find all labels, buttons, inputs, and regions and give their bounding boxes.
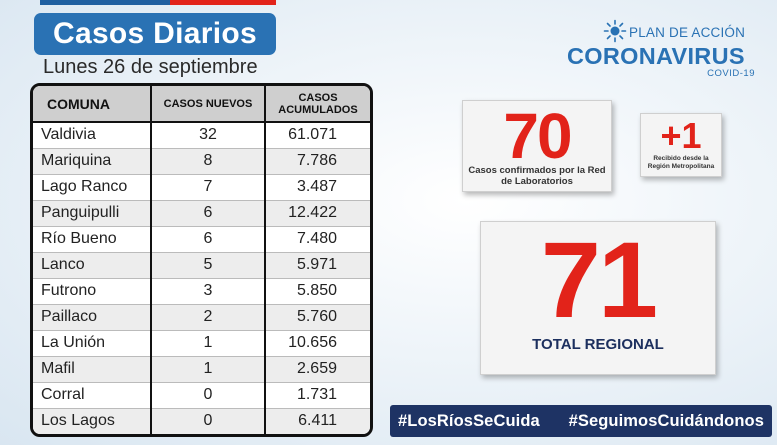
cell-cumulative: 7.786 — [265, 148, 370, 175]
top-stripe — [40, 0, 276, 5]
total-regional-count: 71 — [540, 219, 658, 340]
cell-comuna: Lanco — [33, 252, 152, 279]
table-row: Lago Ranco 7 3.487 — [33, 174, 370, 201]
metro-cases-card: +1 Recibido desde la Región Metropolitan… — [640, 113, 722, 177]
cell-new-cases: 6 — [151, 226, 266, 253]
cell-new-cases: 3 — [151, 278, 266, 305]
logo-plan-text: PLAN DE ACCIÓN — [629, 25, 746, 40]
cell-comuna: Corral — [33, 382, 152, 409]
lab-cases-label: Casos confirmados por la Red de Laborato… — [468, 165, 606, 187]
cell-comuna: Valdivia — [33, 122, 152, 149]
table-row: Valdivia 32 61.071 — [33, 122, 370, 149]
cell-cumulative: 5.971 — [265, 252, 370, 279]
table-row: Mafil 1 2.659 — [33, 356, 370, 383]
metro-cases-count: +1 — [660, 115, 702, 156]
table-row: Lanco 5 5.971 — [33, 252, 370, 279]
cell-new-cases: 2 — [151, 304, 266, 331]
cell-new-cases: 7 — [151, 174, 266, 201]
table-row: Mariquina 8 7.786 — [33, 148, 370, 175]
lab-cases-card: 70 Casos confirmados por la Red de Labor… — [462, 100, 612, 192]
page-title: Casos Diarios — [53, 17, 257, 50]
cell-cumulative: 12.422 — [265, 200, 370, 227]
cell-cumulative: 1.731 — [265, 382, 370, 409]
cell-cumulative: 5.760 — [265, 304, 370, 331]
cell-new-cases: 8 — [151, 148, 266, 175]
hashtag-seguimos: #SeguimosCuidándonos — [568, 411, 764, 430]
cell-comuna: Paillaco — [33, 304, 152, 331]
cell-new-cases: 0 — [151, 382, 266, 409]
cell-comuna: Los Lagos — [33, 408, 152, 434]
table-row: Los Lagos 0 6.411 — [33, 408, 370, 434]
coronavirus-plan-logo: PLAN DE ACCIÓN CORONAVIRUS COVID-19 — [567, 19, 759, 81]
title-banner: Casos Diarios — [34, 13, 276, 55]
cell-comuna: Lago Ranco — [33, 174, 152, 201]
metro-cases-label: Recibido desde la Región Metropolitana — [647, 155, 715, 170]
lab-cases-count: 70 — [503, 100, 572, 172]
government-emblem-icon — [603, 19, 627, 43]
hashtag-losrios: #LosRíosSeCuida — [398, 411, 540, 430]
cell-cumulative: 7.480 — [265, 226, 370, 253]
column-header-new-cases: CASOS NUEVOS — [151, 86, 266, 123]
cell-comuna: Río Bueno — [33, 226, 152, 253]
cell-comuna: Panguipulli — [33, 200, 152, 227]
total-regional-label: TOTAL REGIONAL — [532, 336, 664, 353]
cell-comuna: Mafil — [33, 356, 152, 383]
cell-cumulative: 2.659 — [265, 356, 370, 383]
cell-new-cases: 32 — [151, 122, 266, 149]
cell-cumulative: 3.487 — [265, 174, 370, 201]
table-row: La Unión 1 10.656 — [33, 330, 370, 357]
table-row: Corral 0 1.731 — [33, 382, 370, 409]
column-header-comuna: COMUNA — [33, 86, 152, 123]
column-header-cumulative: CASOS ACUMULADOS — [265, 86, 370, 123]
logo-covid-text: COVID-19 — [707, 68, 755, 79]
cell-comuna: Futrono — [33, 278, 152, 305]
table-row: Panguipulli 6 12.422 — [33, 200, 370, 227]
cell-new-cases: 0 — [151, 408, 266, 434]
date-label: Lunes 26 de septiembre — [43, 56, 258, 78]
cell-cumulative: 5.850 — [265, 278, 370, 305]
cell-new-cases: 5 — [151, 252, 266, 279]
cell-comuna: La Unión — [33, 330, 152, 357]
cell-new-cases: 6 — [151, 200, 266, 227]
table-row: Futrono 3 5.850 — [33, 278, 370, 305]
logo-coronavirus-text: CORONAVIRUS — [567, 43, 745, 69]
cell-new-cases: 1 — [151, 330, 266, 357]
total-regional-card: 71 TOTAL REGIONAL — [480, 221, 716, 375]
cell-cumulative: 6.411 — [298, 412, 337, 430]
table-header-row: COMUNA CASOS NUEVOS CASOS ACUMULADOS — [33, 86, 370, 123]
table-row: Paillaco 2 5.760 — [33, 304, 370, 331]
cell-comuna: Mariquina — [33, 148, 152, 175]
cell-cumulative: 61.071 — [265, 122, 370, 149]
table-row: Río Bueno 6 7.480 — [33, 226, 370, 253]
cases-table: COMUNA CASOS NUEVOS CASOS ACUMULADOS Val… — [33, 86, 370, 434]
hashtag-banner: #LosRíosSeCuida #SeguimosCuidándonos — [390, 405, 772, 437]
cell-cumulative: 10.656 — [265, 330, 370, 357]
cases-table-container: COMUNA CASOS NUEVOS CASOS ACUMULADOS Val… — [30, 83, 373, 437]
cell-new-cases: 1 — [151, 356, 266, 383]
